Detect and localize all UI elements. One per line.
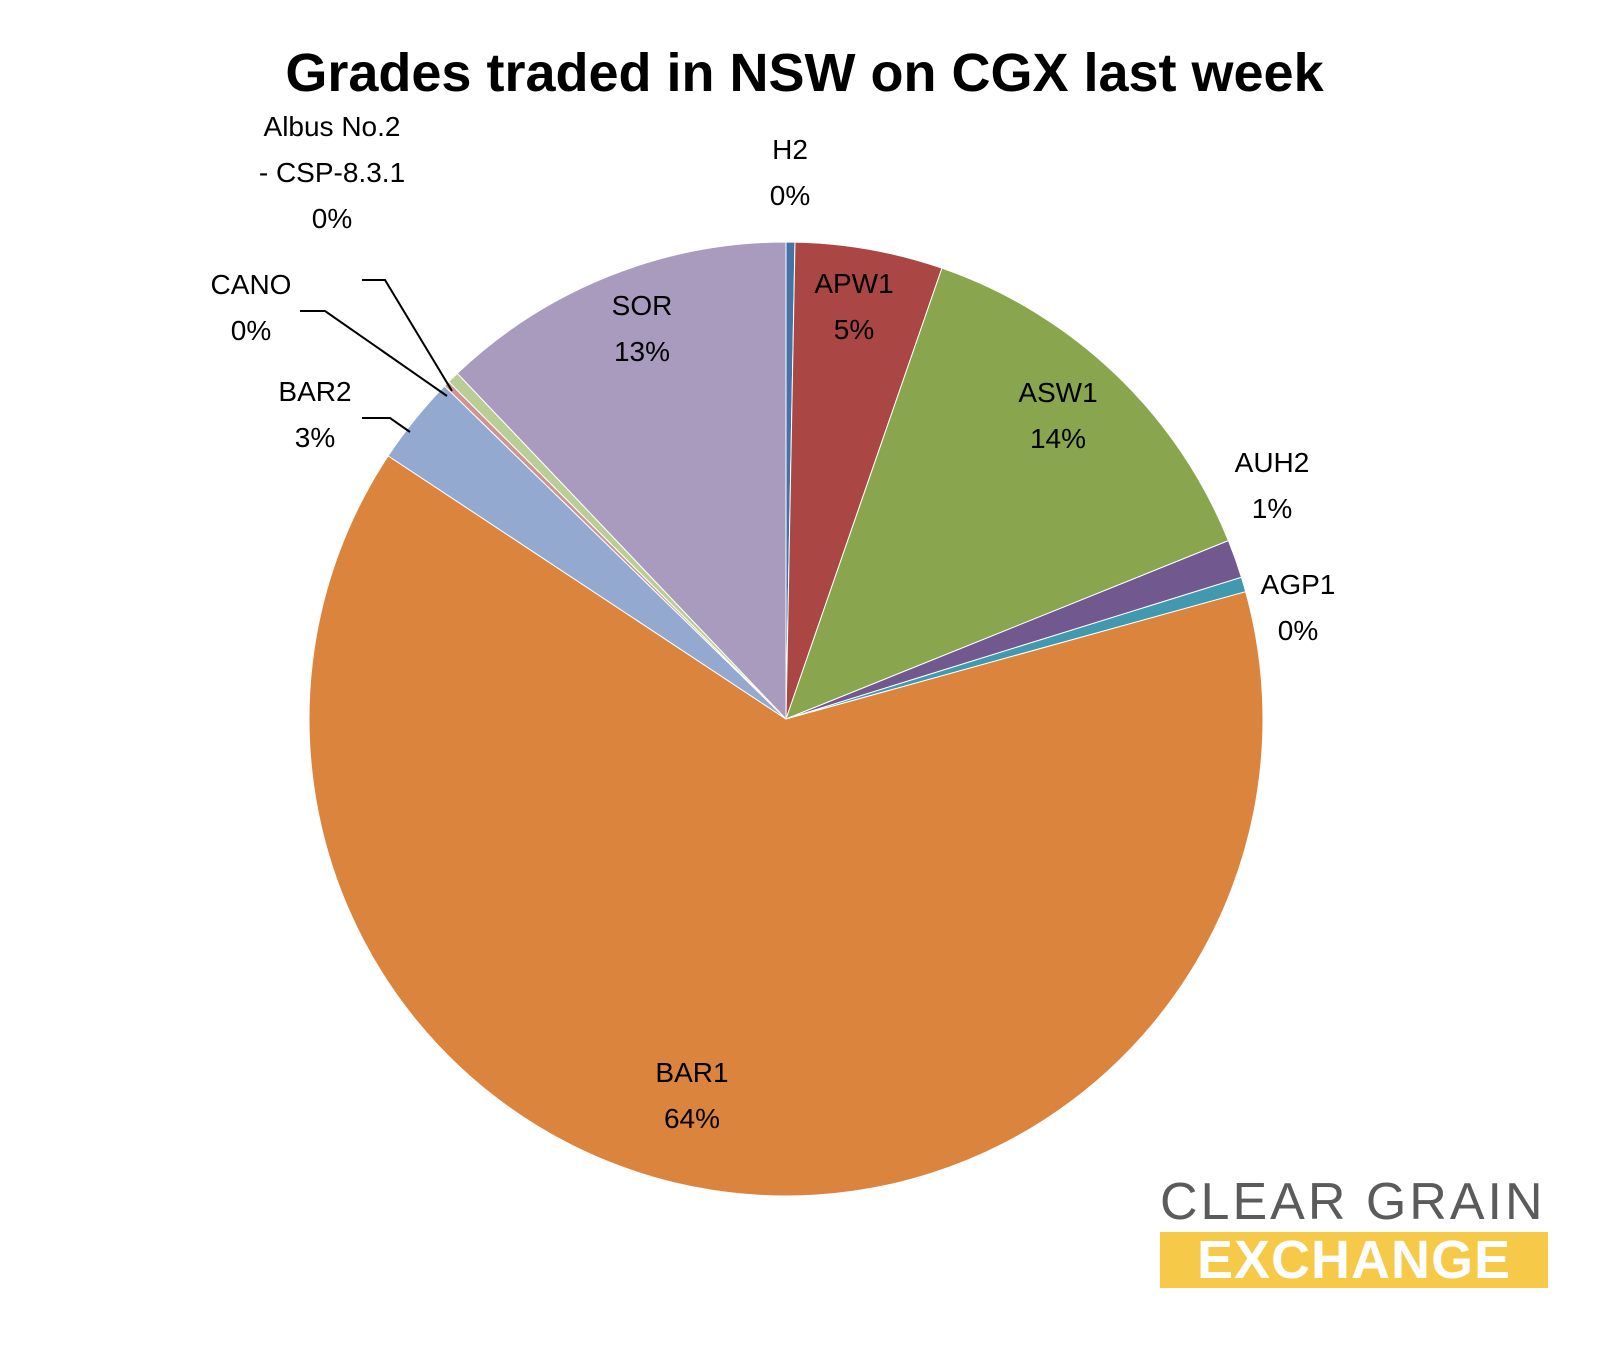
leader-line-albus-no-2-csp-8-3-1 xyxy=(362,279,453,392)
slice-labels: H2 0% APW1 5% ASW1 14% AUH2 1% AGP1 0% BAR1 64% BAR2… xyxy=(211,111,1336,1134)
slice-label-bar2: BAR2 xyxy=(278,376,351,407)
leader-lines xyxy=(300,279,453,433)
slice-pct-albus-no-2-csp-8-3-1: 0% xyxy=(312,203,352,234)
slice-pct-h2: 0% xyxy=(770,180,810,211)
slice-pct-apw1: 5% xyxy=(834,314,874,345)
slice-label-auh2: AUH2 xyxy=(1235,447,1310,478)
slice-pct-sor: 13% xyxy=(614,336,670,367)
slice-label-apw1: APW1 xyxy=(814,268,893,299)
slice-label-bar1: BAR1 xyxy=(655,1057,728,1088)
pie-slice-bar1 xyxy=(308,455,1264,1197)
leader-line-cano xyxy=(300,310,448,397)
slice-label-albus-no-2-csp-8-3-1: Albus No.2 xyxy=(264,111,401,142)
pie-slice-sor xyxy=(456,241,787,721)
slice-label-sor: SOR xyxy=(612,290,673,321)
slice-label-agp1: AGP1 xyxy=(1261,569,1336,600)
slice-pct-bar2: 3% xyxy=(295,422,335,453)
logo-text-clear-grain: CLEAR GRAIN xyxy=(1160,1173,1546,1231)
pie-slices xyxy=(308,241,1264,1197)
slice-pct-auh2: 1% xyxy=(1252,493,1292,524)
logo-text-exchange: EXCHANGE xyxy=(1160,1232,1548,1288)
pie-slice-apw1 xyxy=(785,241,943,720)
slice-label-cano: CANO xyxy=(211,269,292,300)
slice-label-albus-no-2-csp-8-3-1: - CSP-8.3.1 xyxy=(259,157,405,188)
slice-pct-cano: 0% xyxy=(231,315,271,346)
pie-slice-asw1 xyxy=(785,267,1230,720)
chart-title: Grades traded in NSW on CGX last week xyxy=(285,43,1324,103)
slice-pct-asw1: 14% xyxy=(1030,423,1086,454)
slice-pct-bar1: 64% xyxy=(664,1103,720,1134)
slice-label-h2: H2 xyxy=(772,134,808,165)
slice-pct-agp1: 0% xyxy=(1278,615,1318,646)
leader-line-bar2 xyxy=(362,417,411,433)
slice-label-asw1: ASW1 xyxy=(1018,377,1097,408)
